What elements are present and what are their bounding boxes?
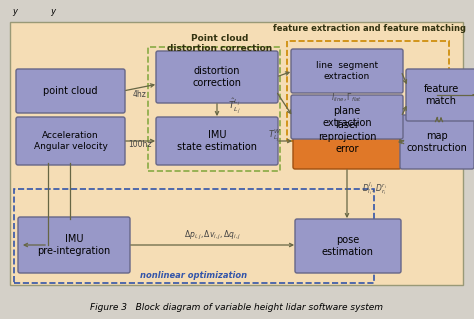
Text: 100hz: 100hz <box>128 140 152 149</box>
Text: $D^{l_i}_{l_i},D^{r_i}_{r_i}$: $D^{l_i}_{l_i},D^{r_i}_{r_i}$ <box>362 180 387 197</box>
FancyBboxPatch shape <box>291 95 403 139</box>
Text: point cloud: point cloud <box>43 86 98 96</box>
Text: feature extraction and feature matching: feature extraction and feature matching <box>273 24 466 33</box>
FancyBboxPatch shape <box>293 105 401 169</box>
FancyBboxPatch shape <box>156 117 278 165</box>
FancyBboxPatch shape <box>291 49 403 93</box>
Text: $l_{line},\Gamma_{flat}$: $l_{line},\Gamma_{flat}$ <box>331 92 363 105</box>
Text: 4hz: 4hz <box>133 90 147 99</box>
Text: $T^W_{L_j}$: $T^W_{L_j}$ <box>268 127 282 144</box>
Text: $\hat{T}^{L_j}_{L_{j'}}$: $\hat{T}^{L_j}_{L_{j'}}$ <box>228 96 241 115</box>
Text: feature
match: feature match <box>423 84 459 106</box>
Text: laser
reprojection
error: laser reprojection error <box>318 120 376 154</box>
Text: $\Delta p_{i,j},\Delta v_{i,j},\Delta q_{i,j}$: $\Delta p_{i,j},\Delta v_{i,j},\Delta q_… <box>184 229 242 242</box>
FancyBboxPatch shape <box>16 69 125 113</box>
FancyBboxPatch shape <box>18 217 130 273</box>
Text: map
construction: map construction <box>407 131 467 153</box>
FancyBboxPatch shape <box>295 219 401 273</box>
Text: Figure 3   Block diagram of variable height lidar software system: Figure 3 Block diagram of variable heigh… <box>91 302 383 311</box>
FancyBboxPatch shape <box>400 115 474 169</box>
Text: Acceleration
Angular velocity: Acceleration Angular velocity <box>34 131 108 151</box>
Text: IMU
pre-integration: IMU pre-integration <box>37 234 110 256</box>
Text: line  segment
extraction: line segment extraction <box>316 61 378 81</box>
FancyBboxPatch shape <box>10 22 463 285</box>
Text: plane
extraction: plane extraction <box>322 106 372 128</box>
FancyBboxPatch shape <box>156 51 278 103</box>
Bar <box>148 47 280 171</box>
FancyBboxPatch shape <box>406 69 474 121</box>
Text: nonlinear optimization: nonlinear optimization <box>140 271 247 280</box>
Text: IMU
state estimation: IMU state estimation <box>177 130 257 152</box>
Text: y             y: y y <box>12 6 56 16</box>
Text: pose
estimation: pose estimation <box>322 235 374 257</box>
Text: Point cloud
distortion correction: Point cloud distortion correction <box>167 34 273 53</box>
FancyBboxPatch shape <box>16 117 125 165</box>
Bar <box>14 189 374 283</box>
Bar <box>287 41 449 141</box>
Text: distortion
correction: distortion correction <box>192 66 241 88</box>
